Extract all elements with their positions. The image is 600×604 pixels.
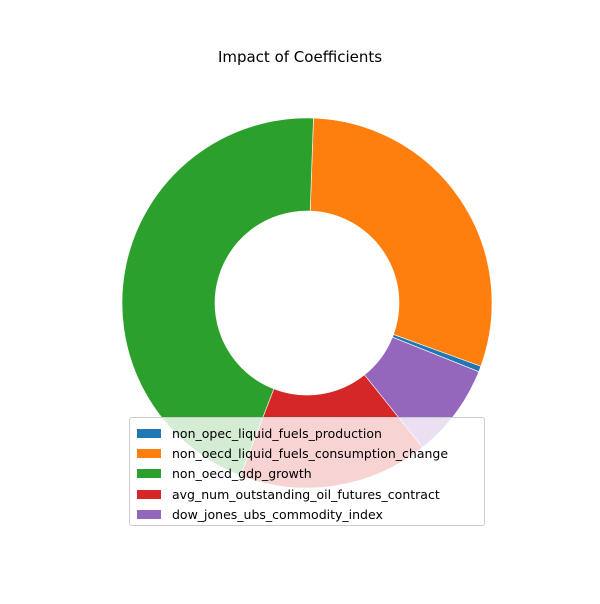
legend-swatch [137, 469, 161, 479]
legend-entry: non_oecd_liquid_fuels_consumption_change [136, 443, 484, 463]
legend-label: non_oecd_gdp_growth [172, 466, 312, 482]
legend-entry: non_oecd_gdp_growth [136, 464, 484, 484]
chart-title: Impact of Coefficients [217, 48, 383, 66]
legend-swatch [137, 428, 161, 438]
legend-entry: dow_jones_ubs_commodity_index [136, 504, 484, 524]
wedge-non-oecd-liquid-fuels-consumption-change [309, 117, 493, 367]
legend-label: non_oecd_liquid_fuels_consumption_change [172, 445, 449, 461]
legend-entry: avg_num_outstanding_oil_futures_contract [136, 484, 484, 504]
legend-label: dow_jones_ubs_commodity_index [172, 506, 383, 522]
legend-swatch [137, 448, 161, 458]
legend-swatch [137, 489, 161, 499]
legend-label: avg_num_outstanding_oil_futures_contract [172, 486, 440, 502]
legend: non_opec_liquid_fuels_production non_oecd… [129, 417, 485, 526]
legend-entry: non_opec_liquid_fuels_production [136, 423, 484, 443]
legend-swatch [137, 509, 161, 519]
legend-label: non_opec_liquid_fuels_production [172, 425, 382, 441]
